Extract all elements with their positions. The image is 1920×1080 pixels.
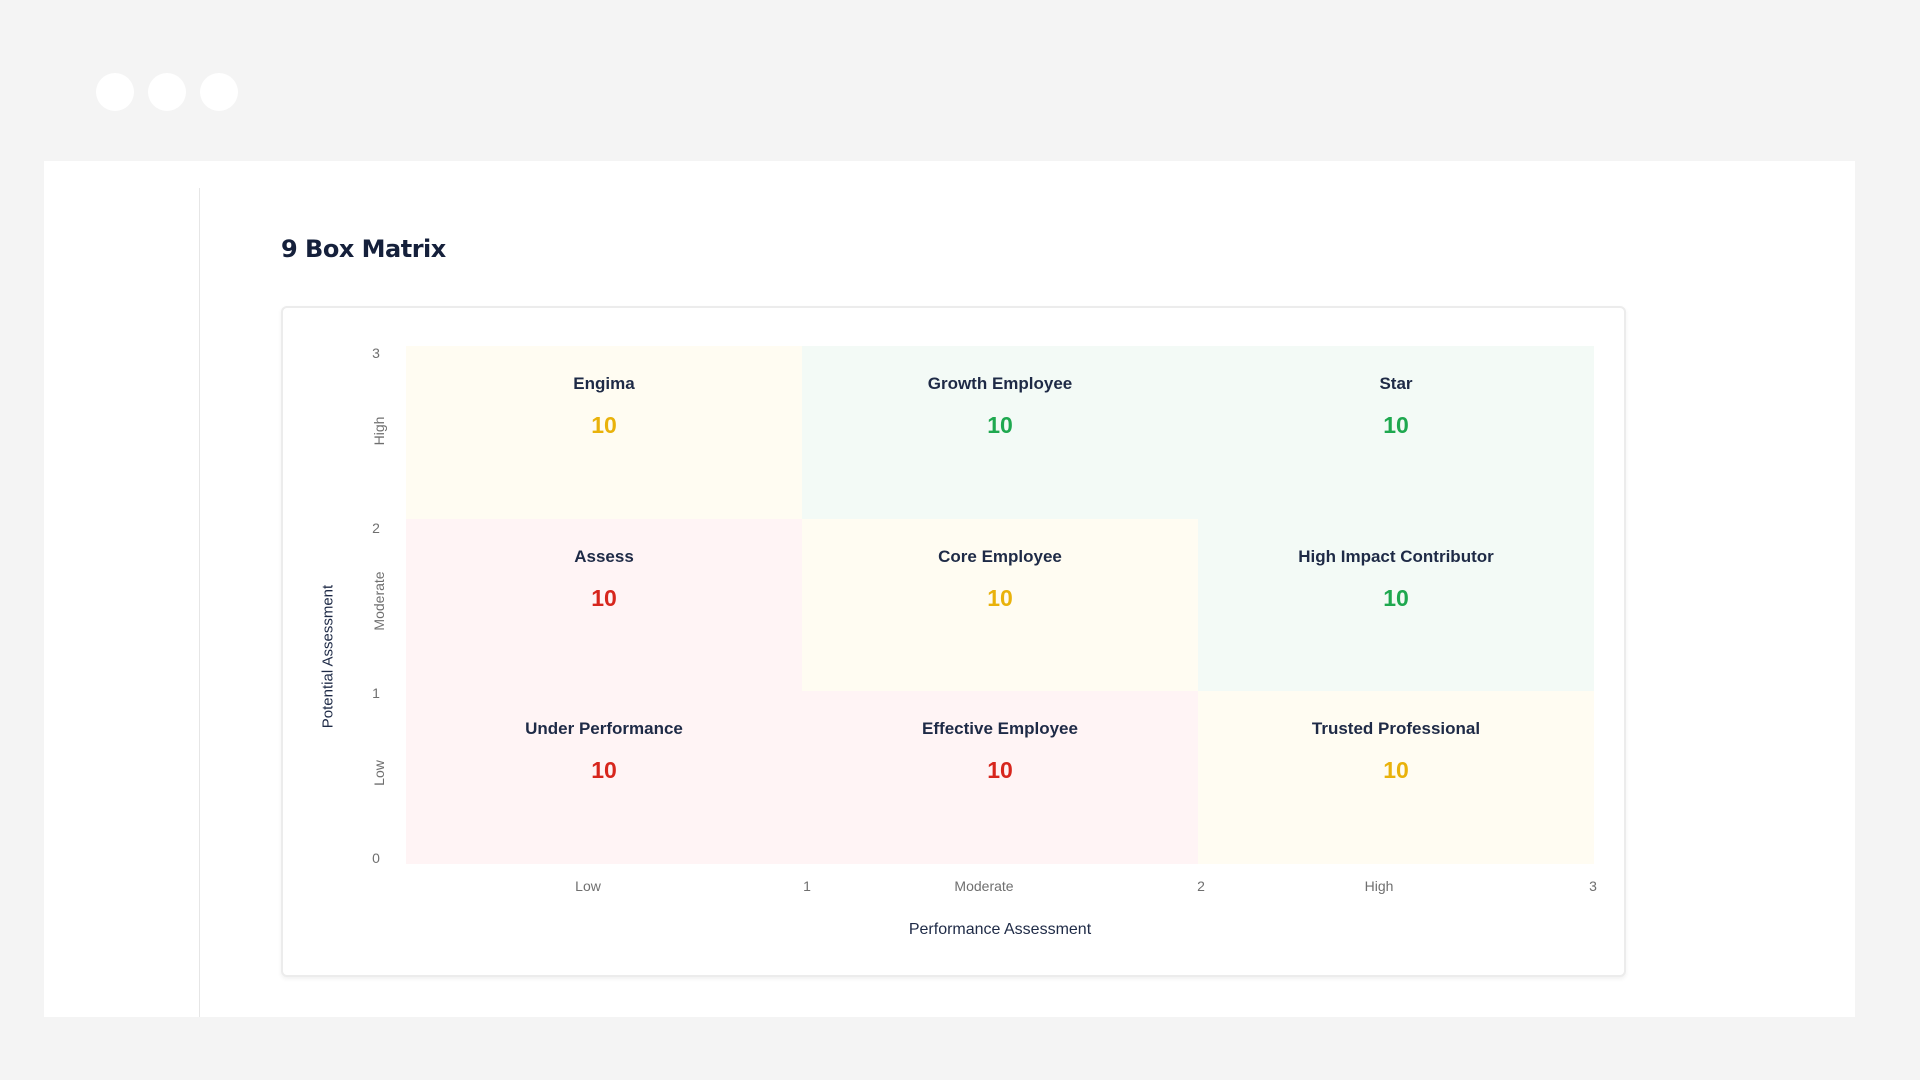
y-tick-3: 3 xyxy=(372,345,380,361)
cell-label: Engima xyxy=(573,374,635,393)
x-category-low: Low xyxy=(575,878,601,894)
cell-label: Growth Employee xyxy=(927,374,1073,393)
cell-count: 10 xyxy=(1383,584,1409,611)
y-category-high: High xyxy=(371,416,387,446)
cell-label: Effective Employee xyxy=(922,719,1078,739)
window-dot-1[interactable] xyxy=(96,73,134,111)
cell-high-impact-contributor[interactable]: High Impact Contributor 10 xyxy=(1198,518,1594,692)
cell-count: 10 xyxy=(987,757,1013,784)
y-category-moderate: Moderate xyxy=(371,571,387,631)
cell-count: 10 xyxy=(591,757,617,784)
y-category-low: Low xyxy=(371,760,387,786)
cell-engima[interactable]: Engima 10 xyxy=(406,346,802,519)
cell-count: 10 xyxy=(987,412,1013,438)
x-tick-2: 2 xyxy=(1197,878,1205,894)
cell-label: Star xyxy=(1379,374,1413,393)
cell-count: 10 xyxy=(1383,757,1409,784)
x-axis-label: Performance Assessment xyxy=(908,921,1092,938)
cell-label: High Impact Contributor xyxy=(1298,546,1494,566)
cell-assess[interactable]: Assess 10 xyxy=(406,518,802,692)
cell-label: Core Employee xyxy=(938,546,1062,566)
window-dot-2[interactable] xyxy=(148,73,186,111)
page-title: 9 Box Matrix xyxy=(281,235,446,263)
app-window: 9 Box Matrix Potential Assessment 0 1 2 … xyxy=(44,161,1855,1017)
window-dot-3[interactable] xyxy=(200,73,238,111)
x-category-high: High xyxy=(1364,878,1394,894)
cell-label: Assess xyxy=(574,546,634,566)
cell-count: 10 xyxy=(1383,412,1409,438)
y-tick-2: 2 xyxy=(372,520,380,536)
cell-star[interactable]: Star 10 xyxy=(1198,346,1594,519)
cell-under-performance[interactable]: Under Performance 10 xyxy=(406,691,802,864)
sidebar-divider xyxy=(199,188,200,1017)
x-tick-1: 1 xyxy=(803,878,811,894)
y-axis-label: Potential Assessment xyxy=(319,584,337,729)
y-tick-1: 1 xyxy=(372,685,380,701)
cell-trusted-professional[interactable]: Trusted Professional 10 xyxy=(1198,691,1594,864)
cell-label: Trusted Professional xyxy=(1311,719,1481,739)
x-tick-3: 3 xyxy=(1589,878,1597,894)
cell-count: 10 xyxy=(591,584,617,611)
cell-effective-employee[interactable]: Effective Employee 10 xyxy=(802,691,1198,864)
x-category-moderate: Moderate xyxy=(954,878,1014,894)
nine-box-card: Potential Assessment 0 1 2 3 Low Moderat… xyxy=(281,306,1626,977)
window-controls xyxy=(96,73,238,111)
matrix-grid: Engima 10 Growth Employee 10 Star 10 Ass… xyxy=(406,346,1594,864)
cell-growth-employee[interactable]: Growth Employee 10 xyxy=(802,346,1198,519)
y-tick-0: 0 xyxy=(372,850,380,866)
cell-count: 10 xyxy=(591,412,617,438)
cell-core-employee[interactable]: Core Employee 10 xyxy=(802,518,1198,692)
cell-count: 10 xyxy=(987,584,1013,611)
cell-label: Under Performance xyxy=(525,719,683,739)
